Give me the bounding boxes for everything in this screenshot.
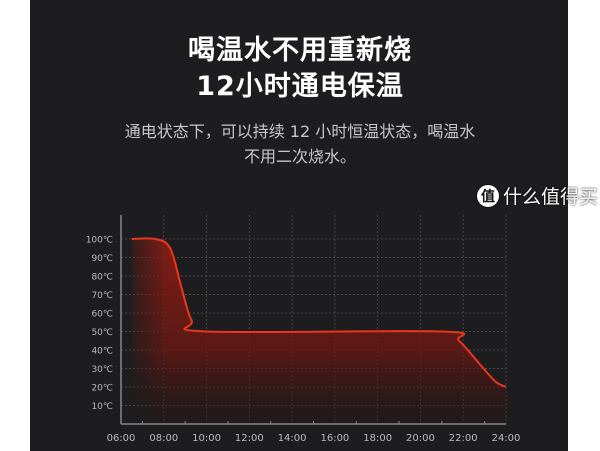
- x-tick-label: 20:00: [406, 433, 435, 444]
- y-tick-label: 60℃: [91, 310, 113, 320]
- x-tick-label: 14:00: [278, 433, 307, 444]
- x-tick-label: 24:00: [492, 433, 521, 444]
- y-tick-label: 70℃: [91, 291, 113, 301]
- y-tick-label: 30℃: [91, 365, 113, 375]
- y-tick-label: 50℃: [91, 328, 113, 338]
- y-tick-label: 100℃: [86, 236, 113, 246]
- watermark-logo: 值: [476, 183, 500, 208]
- y-tick-label: 90℃: [91, 254, 113, 264]
- watermark: 值 什么值得买: [476, 182, 598, 209]
- headline-line-1: 喝温水不用重新烧: [188, 35, 412, 66]
- y-tick-label: 20℃: [91, 384, 113, 394]
- x-tick-label: 18:00: [363, 433, 392, 444]
- x-tick-label: 22:00: [449, 433, 478, 444]
- x-tick-label: 06:00: [107, 433, 136, 444]
- subtitle-line-2: 不用二次烧水。: [243, 147, 356, 166]
- x-tick-label: 08:00: [149, 433, 178, 444]
- subtitle-line-1: 通电状态下，可以持续 12 小时恒温状态，喝温水: [124, 122, 476, 141]
- temperature-curve: [131, 237, 507, 388]
- y-tick-label: 40℃: [91, 347, 113, 357]
- x-tick-label: 10:00: [192, 433, 221, 444]
- y-tick-label: 80℃: [91, 273, 113, 283]
- y-tick-label: 10℃: [91, 402, 113, 412]
- watermark-text: 什么值得买: [503, 186, 599, 208]
- headline-line-2: 12小时通电保温: [196, 71, 404, 102]
- x-tick-label: 12:00: [235, 433, 264, 444]
- temperature-area-fill: [131, 238, 506, 424]
- x-tick-label: 16:00: [320, 433, 349, 444]
